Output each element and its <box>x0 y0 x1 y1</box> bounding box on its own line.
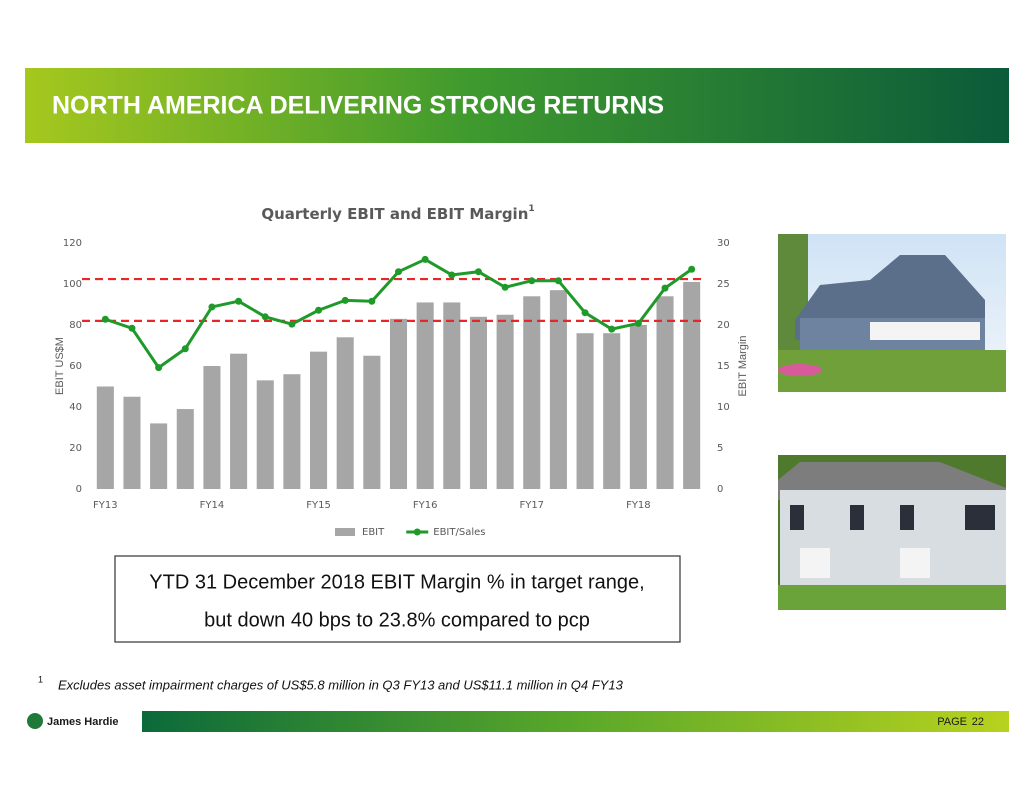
chart-title: Quarterly EBIT and EBIT Margin1 <box>261 204 534 223</box>
y2-tick-label: 0 <box>717 484 723 495</box>
logo-mark <box>27 713 43 729</box>
y-tick-label: 80 <box>69 320 82 331</box>
line-marker <box>474 268 482 276</box>
bar <box>203 366 221 489</box>
bar <box>523 296 541 489</box>
y-tick-label: 20 <box>69 443 82 454</box>
y2-tick-label: 15 <box>717 361 730 372</box>
line-marker <box>661 284 669 292</box>
bar <box>549 290 567 489</box>
line-marker <box>368 297 376 305</box>
y2-tick-label: 25 <box>717 279 730 290</box>
line-marker <box>554 277 562 285</box>
x-tick-label: FY17 <box>519 500 544 511</box>
line-marker <box>181 345 189 353</box>
bar <box>629 325 647 489</box>
bar <box>496 314 514 489</box>
y2-tick-label: 30 <box>717 238 730 249</box>
bar <box>603 333 621 489</box>
callout-line: YTD 31 December 2018 EBIT Margin % in ta… <box>149 571 644 593</box>
bar <box>389 318 408 489</box>
line-marker <box>288 320 296 328</box>
line-marker <box>448 271 456 279</box>
y-tick-label: 0 <box>76 484 82 495</box>
bar <box>123 396 141 489</box>
bar <box>96 386 114 489</box>
bar <box>230 353 248 489</box>
bar <box>283 374 301 489</box>
line-marker <box>101 315 109 323</box>
x-tick-label: FY15 <box>306 500 331 511</box>
y-tick-label: 100 <box>63 279 82 290</box>
photo <box>778 455 1006 610</box>
page-label: PAGE <box>937 716 967 728</box>
legend-swatch <box>335 528 355 536</box>
line-marker <box>608 325 616 333</box>
line-marker <box>155 364 163 372</box>
line-marker <box>261 313 269 321</box>
bar <box>576 333 594 489</box>
bar <box>256 380 274 489</box>
line-marker <box>421 255 429 263</box>
line-marker <box>634 319 642 327</box>
legend-swatch <box>413 528 421 536</box>
y-tick-label: 60 <box>69 361 82 372</box>
bar <box>176 409 194 489</box>
footnote-marker: 1 <box>38 674 43 684</box>
page-number: 22 <box>972 716 984 728</box>
line-marker <box>341 296 349 304</box>
x-tick-label: FY16 <box>413 500 438 511</box>
line-marker <box>128 324 136 332</box>
bar <box>310 351 328 489</box>
x-tick-label: FY18 <box>626 500 651 511</box>
line-marker <box>501 283 509 291</box>
footnote: Excludes asset impairment charges of US$… <box>58 677 624 692</box>
logo-text: James Hardie <box>47 716 119 728</box>
bar <box>656 296 674 489</box>
line-marker <box>208 303 216 311</box>
line-marker <box>235 297 243 305</box>
plot: 0 20 40 60 80 100 120 0 5 10 15 20 25 30 FY13 FY14 FY15 F… <box>63 238 730 538</box>
bar <box>443 302 461 489</box>
x-tick-label: FY14 <box>200 500 225 511</box>
y-tick-label: 40 <box>69 402 82 413</box>
logo-box <box>25 711 141 732</box>
line-marker <box>315 306 323 314</box>
title-bar <box>25 68 1009 143</box>
slide-title: NORTH AMERICA DELIVERING STRONG RETURNS <box>52 92 664 120</box>
line-marker <box>688 265 696 273</box>
bar <box>469 316 487 489</box>
y2-tick-label: 5 <box>717 443 723 454</box>
y2-tick-label: 10 <box>717 402 730 413</box>
y-tick-label: 120 <box>63 238 82 249</box>
y2-axis-label: EBIT Margin <box>737 336 749 397</box>
y-axis-label: EBIT US$M <box>54 337 66 395</box>
bar <box>683 281 701 489</box>
chart-title-text: Quarterly EBIT and EBIT Margin <box>261 205 528 223</box>
line-marker <box>395 268 402 276</box>
legend-label: EBIT <box>362 527 385 538</box>
footer-bar <box>142 711 1009 732</box>
bar <box>336 337 354 489</box>
chart-title-sup: 1 <box>528 204 534 214</box>
line-marker <box>581 309 589 317</box>
callout-line: but down 40 bps to 23.8% compared to pcp <box>204 609 590 631</box>
bar <box>416 302 434 489</box>
photo <box>778 234 1006 392</box>
y2-tick-label: 20 <box>717 320 730 331</box>
bar <box>363 355 381 489</box>
legend-label: EBIT/Sales <box>433 527 485 538</box>
callout-box <box>114 555 681 643</box>
line-marker <box>528 277 536 285</box>
x-tick-label: FY13 <box>93 500 118 511</box>
bar <box>150 423 168 489</box>
